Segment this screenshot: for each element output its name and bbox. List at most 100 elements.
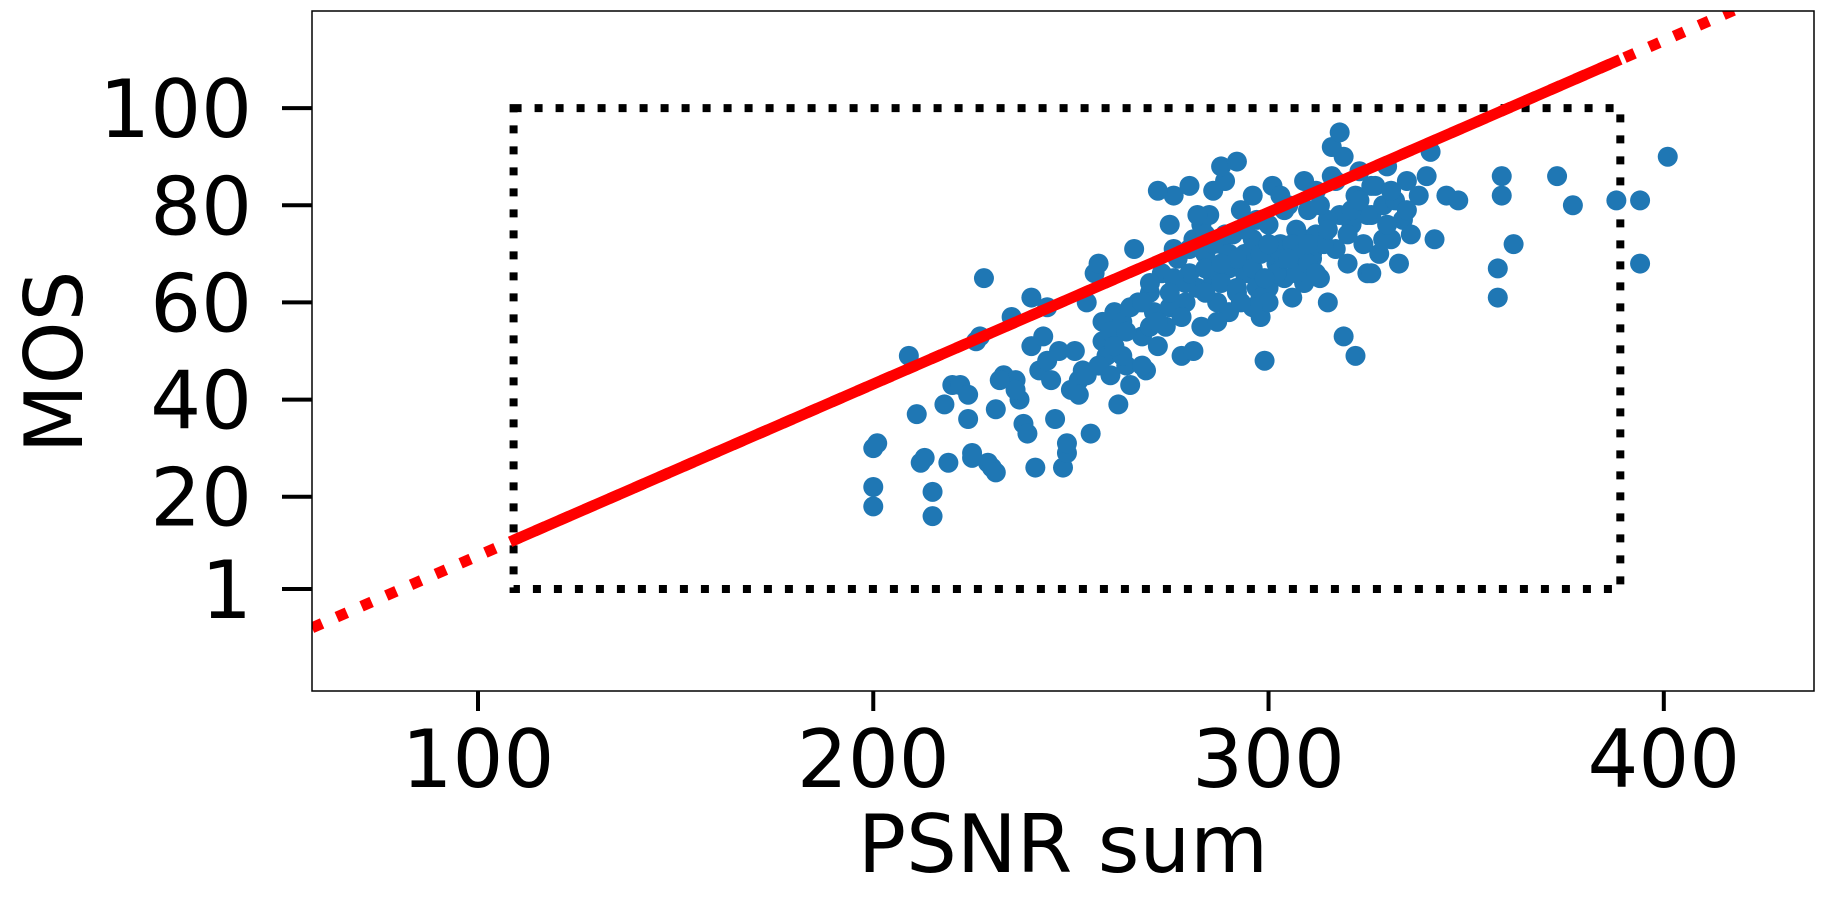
data-point (1400, 224, 1421, 245)
data-point (1361, 263, 1382, 284)
data-point (934, 394, 955, 415)
data-point (1116, 321, 1137, 342)
data-point (1203, 180, 1224, 201)
data-point (1211, 273, 1232, 293)
data-point (1104, 336, 1125, 357)
data-point (1226, 248, 1247, 269)
data-point (1329, 122, 1350, 143)
data-point (1337, 224, 1358, 245)
data-point (1056, 433, 1077, 454)
y-tick-label: 60 (150, 257, 252, 350)
data-point (1282, 287, 1303, 308)
data-point (1388, 253, 1409, 274)
data-point (1230, 292, 1251, 313)
data-point (1353, 234, 1374, 255)
data-point (1396, 200, 1417, 221)
data-point (1187, 205, 1208, 225)
data-point (1630, 253, 1651, 274)
data-point (1041, 370, 1062, 391)
data-point (1226, 151, 1247, 172)
data-point (1361, 175, 1382, 196)
data-point (1657, 146, 1678, 167)
data-point (1183, 341, 1204, 361)
data-point (1191, 316, 1212, 337)
data-point (1357, 205, 1378, 225)
data-point (1309, 195, 1330, 216)
data-point (1211, 253, 1232, 274)
data-point (1179, 175, 1200, 196)
data-point (1491, 166, 1512, 187)
data-point (1037, 350, 1058, 371)
data-point (1333, 326, 1354, 347)
data-point (922, 481, 943, 502)
data-point (867, 433, 888, 454)
data-point (958, 384, 979, 405)
y-tick-label: 20 (150, 452, 252, 545)
data-point (1424, 229, 1445, 250)
data-point (1159, 214, 1180, 235)
data-point (1258, 234, 1279, 255)
data-point (1033, 326, 1054, 347)
data-point (1321, 137, 1342, 157)
data-point (973, 268, 994, 289)
data-point (1068, 384, 1089, 405)
data-point (1132, 292, 1153, 313)
data-point (1171, 307, 1192, 327)
data-point (1305, 263, 1326, 284)
x-axis-label: PSNR sum (858, 798, 1268, 891)
data-point (1448, 190, 1469, 211)
data-point (958, 409, 979, 429)
data-point (1337, 253, 1358, 274)
data-point (989, 370, 1010, 391)
data-point (1147, 311, 1168, 332)
data-point (1195, 282, 1216, 303)
data-point (1139, 273, 1160, 293)
data-point (922, 506, 943, 527)
data-point (1147, 336, 1168, 357)
data-point (1408, 185, 1429, 206)
data-point (985, 399, 1006, 420)
data-point (1381, 180, 1402, 201)
data-point (1025, 457, 1046, 478)
data-point (1159, 282, 1180, 303)
y-tick-label: 40 (150, 355, 252, 448)
data-point (1045, 409, 1066, 429)
data-point (1254, 350, 1275, 371)
data-point (1242, 185, 1263, 206)
data-point (1487, 287, 1508, 308)
y-tick-label: 100 (99, 63, 252, 156)
data-point (1396, 171, 1417, 191)
data-point (1076, 365, 1097, 386)
x-tick-label: 400 (1587, 713, 1740, 806)
data-point (1017, 423, 1038, 444)
data-point (1258, 292, 1279, 313)
x-tick-label: 100 (402, 713, 555, 806)
data-point (1080, 423, 1101, 444)
data-point (1317, 219, 1338, 240)
data-point (1317, 292, 1338, 313)
data-point (1254, 268, 1275, 289)
y-tick-label: 1 (201, 544, 252, 637)
x-tick-label: 200 (797, 713, 950, 806)
data-point (1163, 185, 1184, 206)
data-point (1088, 253, 1109, 274)
data-point (938, 452, 959, 473)
data-point (985, 462, 1006, 483)
data-point (1606, 190, 1627, 211)
plot-area-frame (311, 10, 1815, 692)
data-point (1207, 311, 1228, 332)
y-axis-label: MOS (8, 271, 101, 454)
data-point (1503, 234, 1524, 255)
data-point (1230, 200, 1251, 221)
data-point (1124, 239, 1145, 259)
x-tick-label: 300 (1192, 713, 1345, 806)
data-point (1630, 190, 1651, 211)
data-point (1349, 190, 1370, 211)
range-box (509, 104, 1625, 594)
data-point (1132, 355, 1153, 376)
data-point (863, 496, 884, 517)
data-point (1278, 248, 1299, 269)
data-point (1377, 214, 1398, 235)
data-point (863, 477, 884, 497)
